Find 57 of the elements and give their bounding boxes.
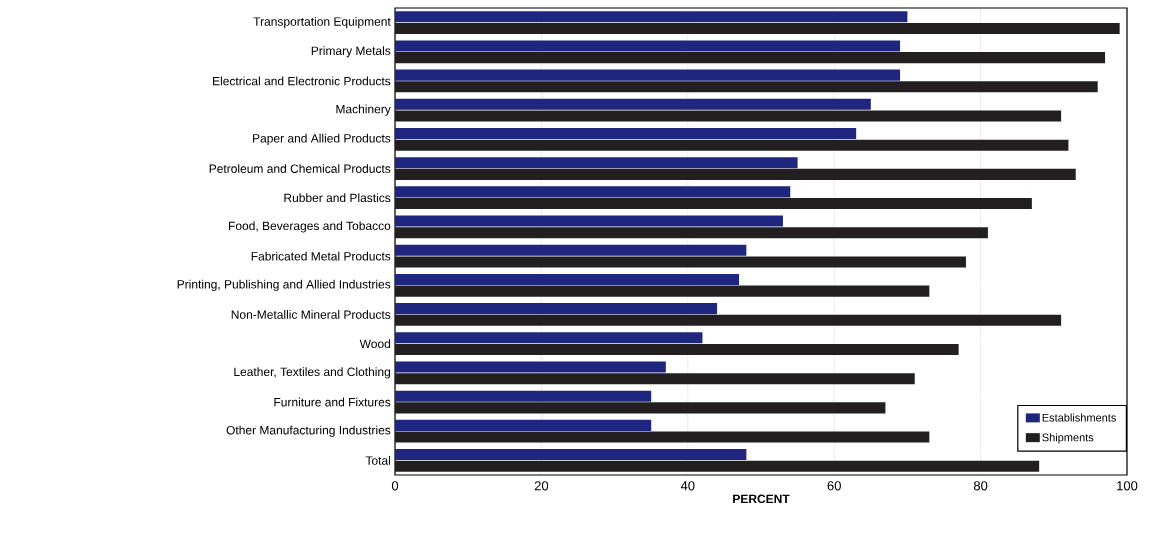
- bar: [395, 449, 747, 461]
- bar: [395, 139, 1069, 151]
- bar: [395, 314, 1062, 326]
- bar: [395, 110, 1062, 122]
- bar: [395, 460, 1040, 472]
- bar: [395, 98, 871, 110]
- y-tick-label: Rubber and Plastics: [284, 193, 391, 203]
- bar: [395, 157, 798, 169]
- bar: [395, 198, 1032, 210]
- bar: [395, 373, 915, 385]
- y-tick-label: Other Manufacturing Industries: [226, 425, 391, 437]
- bar: [395, 11, 908, 23]
- x-tick-label: 60: [827, 481, 841, 491]
- y-tick-label: Leather, Textiles and Clothing: [234, 367, 390, 379]
- bar: [395, 402, 886, 414]
- y-tick-label: Fabricated Metal Products: [251, 251, 391, 261]
- legend-label: Shipments: [1042, 433, 1094, 444]
- y-tick-label: Petroleum and Chemical Products: [209, 164, 391, 173]
- y-tick-label: Machinery: [336, 104, 391, 116]
- y-tick-label: Wood: [359, 339, 391, 349]
- y-tick-label: Primary Metals: [311, 46, 391, 58]
- bar: [395, 52, 1106, 64]
- y-tick-label: Paper and Allied Products: [253, 133, 391, 145]
- bar: [395, 419, 652, 431]
- y-tick-label: Transportation Equipment: [253, 17, 391, 29]
- y-tick-label: Printing, Publishing and Allied Industries: [177, 279, 391, 291]
- bar: [395, 22, 1120, 34]
- x-tick-label: 40: [680, 481, 695, 491]
- bar: [395, 343, 959, 356]
- y-tick-label: Non-Metallic Mineral Products: [231, 310, 391, 319]
- y-tick-label: Total: [365, 456, 391, 465]
- bar: [395, 244, 747, 256]
- bar: [395, 361, 666, 373]
- x-tick-label: 80: [973, 481, 988, 491]
- bar: [395, 256, 966, 268]
- x-tick-label: 0: [391, 481, 399, 491]
- y-tick-label: Furniture and Fixtures: [274, 397, 391, 407]
- x-tick-label: 20: [534, 481, 549, 491]
- bar: [395, 303, 718, 315]
- bar: [395, 285, 930, 297]
- bar: [395, 40, 901, 52]
- y-tick-label: Electrical and Electronic Products: [213, 76, 391, 86]
- legend-label: Establishments: [1042, 413, 1116, 422]
- bar: [395, 431, 930, 443]
- x-axis-title: PERCENT: [733, 494, 790, 504]
- bar: [395, 81, 1098, 93]
- bar: [395, 390, 652, 402]
- bar: [395, 273, 740, 285]
- bar: [395, 69, 901, 81]
- bar: [395, 127, 857, 140]
- bar: [395, 215, 783, 227]
- bar: [395, 186, 791, 198]
- bar: [395, 168, 1076, 180]
- y-tick-label: Food, Beverages and Tobacco: [229, 221, 391, 233]
- bar: [395, 227, 988, 239]
- bar: [395, 332, 703, 344]
- x-tick-label: 100: [1117, 481, 1138, 491]
